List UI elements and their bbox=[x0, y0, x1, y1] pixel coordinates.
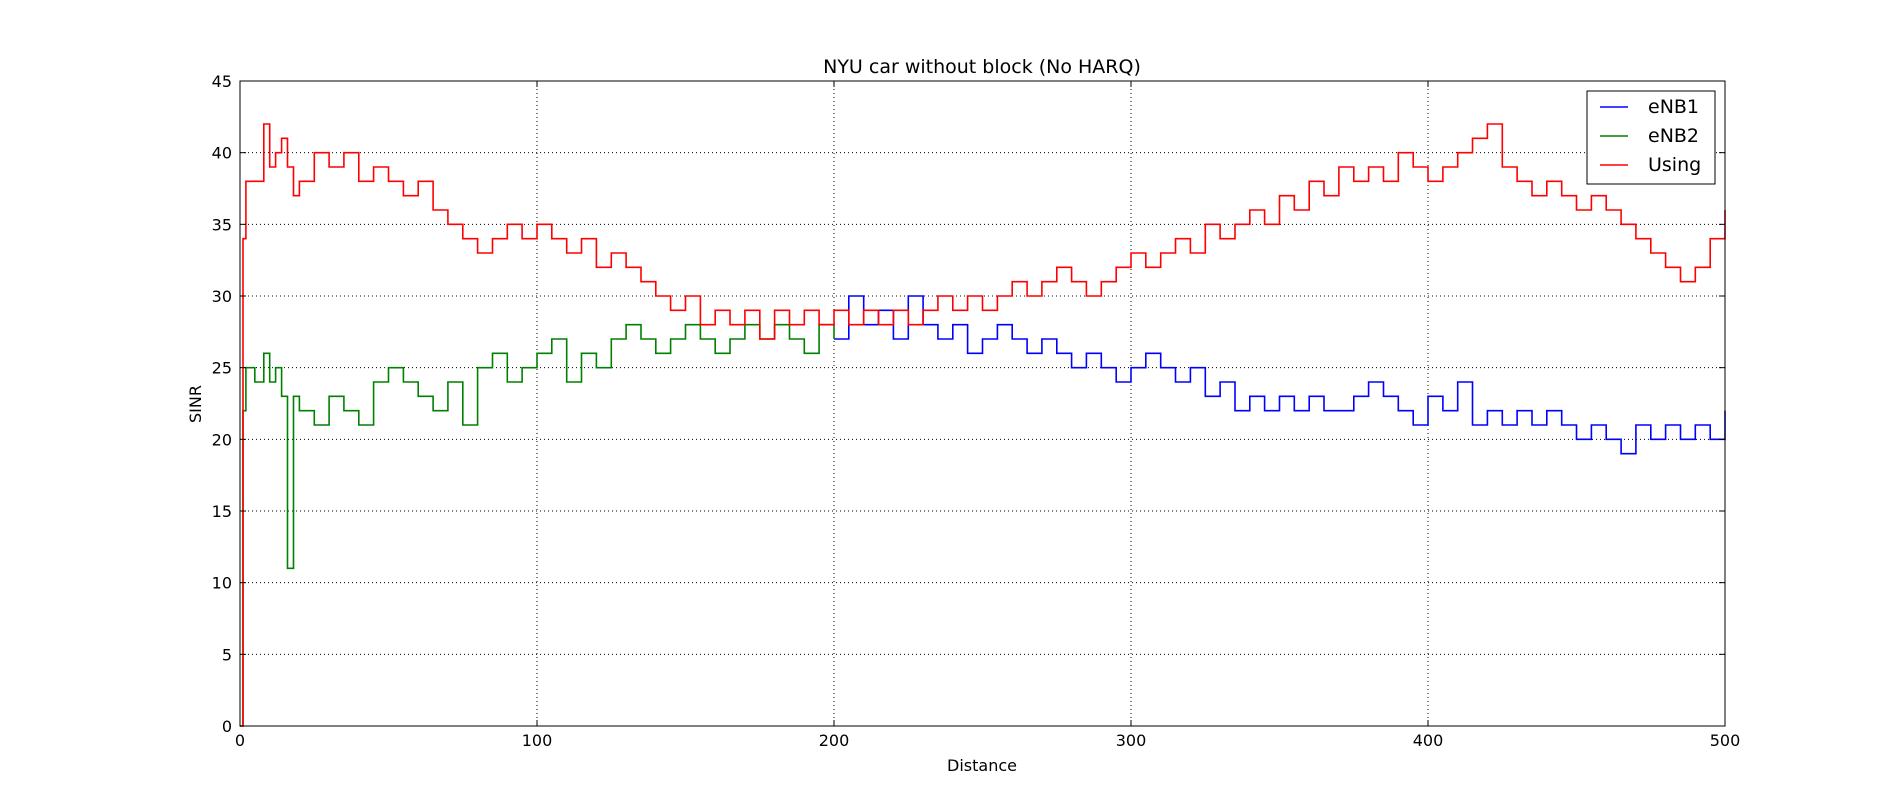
series-line-enb1 bbox=[834, 295, 1726, 455]
x-tick-label: 0 bbox=[235, 731, 245, 750]
y-tick-label: 10 bbox=[212, 574, 232, 593]
series-lines bbox=[240, 123, 1726, 727]
legend-label-using: Using bbox=[1648, 154, 1701, 176]
x-tick-label: 100 bbox=[522, 731, 553, 750]
legend-label-enb2: eNB2 bbox=[1648, 125, 1699, 147]
y-tick-label: 30 bbox=[212, 287, 232, 306]
x-tick-label: 300 bbox=[1116, 731, 1147, 750]
y-tick-label: 25 bbox=[212, 359, 232, 378]
x-tick-label: 400 bbox=[1413, 731, 1444, 750]
y-tick-label: 35 bbox=[212, 215, 232, 234]
y-tick-label: 45 bbox=[212, 72, 232, 91]
chart-title: NYU car without block (No HARQ) bbox=[823, 56, 1141, 78]
legend-entry-enb2: eNB2 bbox=[1600, 125, 1699, 147]
y-tick-label: 40 bbox=[212, 144, 232, 163]
y-tick-label: 0 bbox=[222, 717, 232, 736]
y-tick-label: 20 bbox=[212, 430, 232, 449]
x-tick-label: 500 bbox=[1710, 731, 1741, 750]
legend-entry-enb1: eNB1 bbox=[1600, 96, 1699, 118]
y-tick-label: 15 bbox=[212, 502, 232, 521]
legend: eNB1 eNB2 Using bbox=[1586, 90, 1716, 185]
legend-label-enb1: eNB1 bbox=[1648, 96, 1699, 118]
y-axis-label: SINR bbox=[186, 385, 205, 423]
legend-entry-using: Using bbox=[1600, 154, 1701, 176]
axis-ticks: 0 100 200 300 400 500 0 5 10 15 20 25 30 35 40 45 bbox=[212, 72, 1741, 750]
x-axis-label: Distance bbox=[947, 756, 1017, 775]
y-tick-label: 5 bbox=[222, 645, 232, 664]
x-tick-label: 200 bbox=[819, 731, 850, 750]
series-line-enb2 bbox=[240, 323, 835, 727]
plot-frame bbox=[239, 80, 1726, 727]
series-line-using bbox=[240, 123, 1726, 727]
